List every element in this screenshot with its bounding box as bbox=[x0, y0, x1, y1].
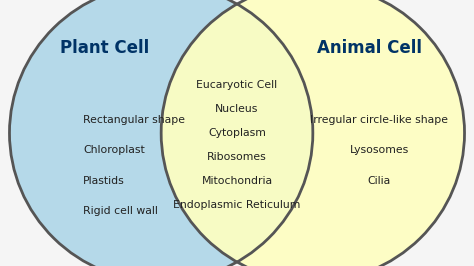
Text: Plant Cell: Plant Cell bbox=[60, 39, 149, 57]
Text: Eucaryotic Cell: Eucaryotic Cell bbox=[196, 80, 278, 90]
Text: Animal Cell: Animal Cell bbox=[317, 39, 422, 57]
Text: Rigid cell wall: Rigid cell wall bbox=[83, 206, 158, 217]
Text: Cytoplasm: Cytoplasm bbox=[208, 128, 266, 138]
Text: Endoplasmic Reticulum: Endoplasmic Reticulum bbox=[173, 200, 301, 210]
Ellipse shape bbox=[161, 0, 465, 266]
Text: Irregular circle-like shape: Irregular circle-like shape bbox=[310, 115, 448, 125]
Text: Lysosomes: Lysosomes bbox=[350, 145, 409, 155]
Text: Mitochondria: Mitochondria bbox=[201, 176, 273, 186]
Text: Ribosomes: Ribosomes bbox=[207, 152, 267, 162]
Text: Nucleus: Nucleus bbox=[215, 104, 259, 114]
Text: Rectangular shape: Rectangular shape bbox=[83, 115, 185, 125]
Ellipse shape bbox=[9, 0, 313, 266]
Text: Chloroplast: Chloroplast bbox=[83, 145, 145, 155]
Text: Plastids: Plastids bbox=[83, 176, 125, 186]
Text: Cilia: Cilia bbox=[367, 176, 391, 186]
